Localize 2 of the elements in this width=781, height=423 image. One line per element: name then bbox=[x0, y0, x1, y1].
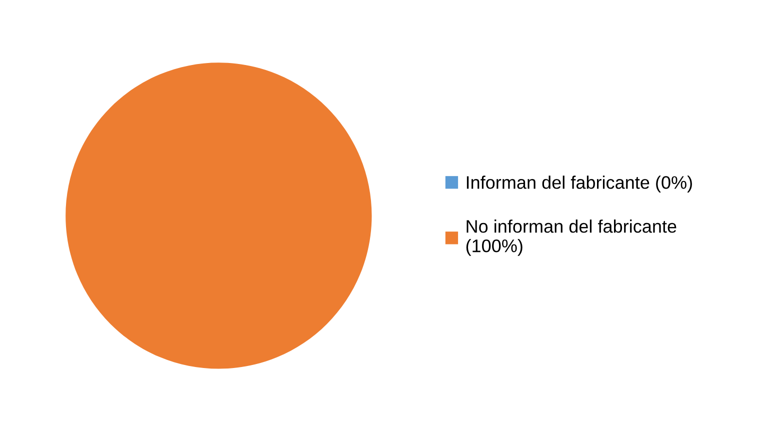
legend-label: Informan del fabricante (0%) bbox=[466, 176, 692, 192]
legend-label: No informan del fabricante (100%) bbox=[466, 220, 676, 256]
